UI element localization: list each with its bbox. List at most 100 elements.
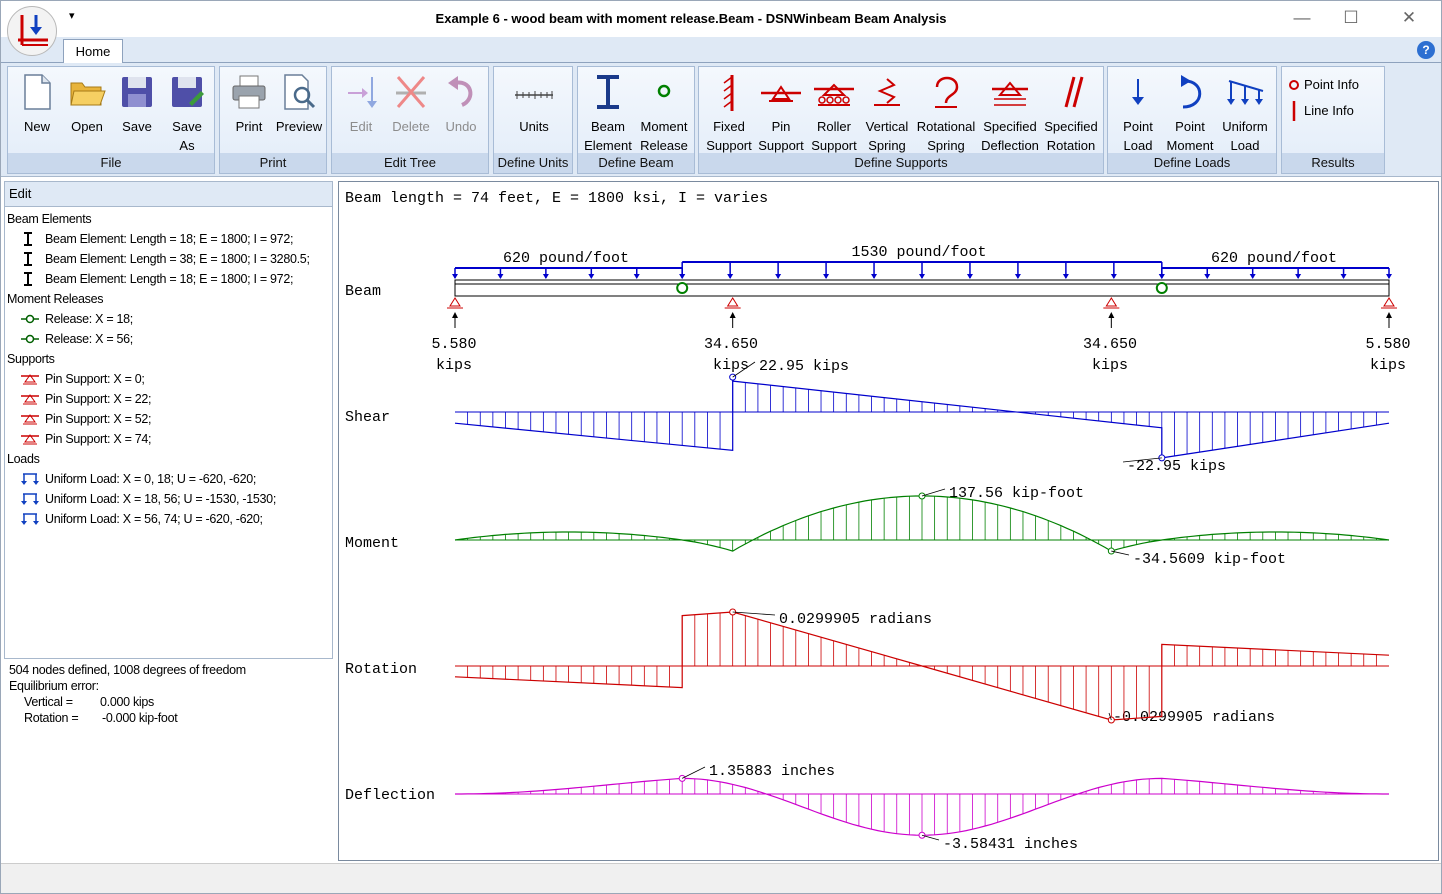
group-define-supports: Fixed Support Pin Support Roller Support Ve… <box>698 66 1104 174</box>
group-results: Point Info Line Info Results <box>1281 66 1385 174</box>
load-arrow-head <box>497 274 504 279</box>
pin-support-icon <box>21 414 39 425</box>
deflection-min-label: -3.58431 inches <box>943 836 1078 853</box>
vertical-spring-button[interactable]: Vertical Spring <box>861 69 913 153</box>
printer-icon <box>232 75 266 109</box>
units-button[interactable]: Units <box>498 69 570 153</box>
i-beam-icon <box>24 252 32 266</box>
load-arrow-head <box>452 274 458 279</box>
maximize-button[interactable]: ☐ <box>1343 8 1359 27</box>
save-button[interactable]: Save <box>112 69 162 153</box>
vertical-spring-icon <box>874 78 900 106</box>
tree-category-loads[interactable]: Loads <box>7 452 40 466</box>
save-as-icon <box>172 77 204 107</box>
reaction-arrow-head <box>452 312 458 318</box>
beam-element-button[interactable]: Beam Element <box>580 69 636 153</box>
moment-release-icon <box>21 334 39 344</box>
edit-button[interactable]: Edit <box>336 69 386 153</box>
analysis-info-panel: 504 nodes defined, 1008 degrees of freed… <box>4 661 333 861</box>
load-arrow-head <box>1295 274 1302 279</box>
fixed-support-button[interactable]: Fixed Support <box>703 69 755 153</box>
load-arrow-head <box>1014 274 1021 279</box>
app-menu-button[interactable] <box>7 6 57 56</box>
load-arrow-head <box>588 274 595 279</box>
help-icon[interactable]: ? <box>1417 41 1435 59</box>
close-button[interactable]: ✕ <box>1401 8 1417 27</box>
rotational-spring-icon <box>935 76 959 108</box>
roller-support-button[interactable]: Roller Support <box>807 69 861 153</box>
reaction-arrow-head <box>1386 312 1392 318</box>
tree-category-beam-elements[interactable]: Beam Elements <box>7 212 92 226</box>
beam-diagram-svg[interactable]: Beam length = 74 feet, E = 1800 ksi, I =… <box>339 182 1438 860</box>
line-info-button[interactable]: Line Info <box>1292 101 1354 121</box>
point-load-icon <box>1132 79 1144 105</box>
pin-support-button[interactable]: Pin Support <box>755 69 807 153</box>
save-as-button[interactable]: Save As <box>162 69 212 153</box>
specified-rotation-button[interactable]: Specified Rotation <box>1041 69 1101 153</box>
pin-support-marker <box>726 297 739 307</box>
tab-home[interactable]: Home <box>63 39 123 64</box>
beam-body <box>454 279 1390 297</box>
equilibrium-label: Equilibrium error: <box>9 679 99 693</box>
reaction-unit-4: kips <box>1370 357 1406 374</box>
reaction-arrow-head <box>1108 312 1115 318</box>
point-info-button[interactable]: Point Info <box>1289 77 1359 92</box>
specified-rotation-icon <box>1064 76 1084 108</box>
uniform-load-icon <box>21 513 39 525</box>
point-moment-button[interactable]: Point Moment <box>1164 69 1216 153</box>
deflection-diagram <box>455 766 1389 841</box>
preview-button[interactable]: Preview <box>274 69 324 153</box>
i-beam-icon <box>597 75 619 109</box>
point-load-button[interactable]: Point Load <box>1112 69 1164 153</box>
load-arrow-head <box>1340 274 1347 279</box>
load-arrow-head <box>1158 274 1165 279</box>
reaction-value-4: 5.580 <box>1365 336 1410 353</box>
delete-button[interactable]: Delete <box>386 69 436 153</box>
open-button[interactable]: Open <box>62 69 112 153</box>
vertical-error-label: Vertical = <box>24 695 73 709</box>
tree-category-moment-releases[interactable]: Moment Releases <box>7 292 104 306</box>
reaction-unit-1: kips <box>436 357 472 374</box>
moment-diagram <box>454 488 1390 556</box>
specified-deflection-button[interactable]: Specified Deflection <box>979 69 1041 153</box>
group-print: Print Preview Print <box>219 66 327 174</box>
rotation-max-label: 0.0299905 radians <box>779 611 932 628</box>
new-file-icon <box>24 74 51 110</box>
model-tree: Beam Elements Beam Element: Length = 18;… <box>4 207 333 659</box>
minimize-button[interactable]: — <box>1293 8 1311 27</box>
quick-access-dropdown[interactable]: ▾ <box>69 10 75 22</box>
print-button[interactable]: Print <box>224 69 274 153</box>
app-logo-icon <box>18 15 48 46</box>
moment-release-button[interactable]: Moment Release <box>636 69 692 153</box>
rotation-min-label: -0.0299905 radians <box>1113 709 1275 726</box>
undo-button[interactable]: Undo <box>436 69 486 153</box>
shear-max-label: 22.95 kips <box>759 358 849 375</box>
group-label-edit-tree: Edit Tree <box>332 153 488 173</box>
deflection-max-label: 1.35883 inches <box>709 763 835 780</box>
window-title: Example 6 - wood beam with moment releas… <box>435 11 947 26</box>
beam-summary-header: Beam length = 74 feet, E = 1800 ksi, I =… <box>345 190 768 207</box>
title-bar: ▾ Example 6 - wood beam with moment rele… <box>1 1 1441 37</box>
uniform-load-button[interactable]: Uniform Load <box>1216 69 1274 153</box>
moment-max-label: 137.56 kip-foot <box>949 485 1084 502</box>
open-folder-icon <box>70 82 106 106</box>
rotational-spring-button[interactable]: Rotational Spring <box>913 69 979 153</box>
load-arrow-head <box>823 274 830 279</box>
annotation-leader <box>1122 457 1162 463</box>
annotation-leader <box>732 611 776 616</box>
rotation-diagram <box>454 608 1390 724</box>
new-button[interactable]: New <box>12 69 62 153</box>
group-define-beam: Beam Element Moment Release Define Beam <box>577 66 695 174</box>
moment-release-icon <box>21 314 39 324</box>
uniform-load-icon <box>1227 80 1264 105</box>
pin-support-icon <box>21 434 39 445</box>
load-arrow-head <box>919 274 925 279</box>
delete-icon <box>396 76 426 108</box>
group-label-define-units: Define Units <box>494 153 572 173</box>
row-label-shear: Shear <box>345 409 390 426</box>
edit-panel-header: Edit <box>4 181 333 207</box>
tree-category-supports[interactable]: Supports <box>7 352 55 366</box>
roller-support-icon <box>814 83 854 106</box>
save-disk-icon <box>122 77 152 107</box>
